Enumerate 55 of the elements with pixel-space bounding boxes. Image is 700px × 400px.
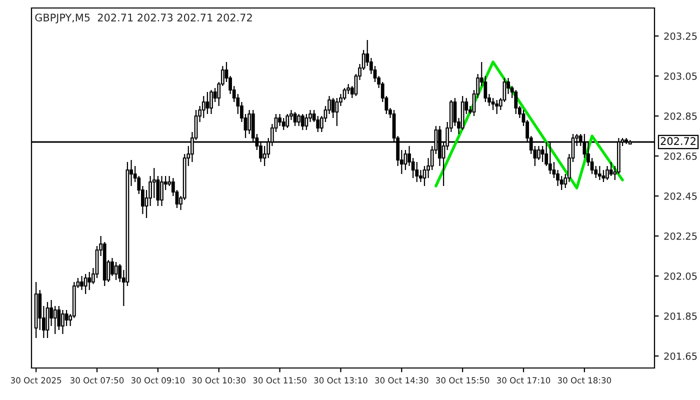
candlestick: [598, 165, 602, 181]
x-tick-label: 30 Oct 18:30: [558, 377, 612, 384]
candlestick: [495, 99, 499, 115]
candlestick: [514, 89, 518, 115]
y-tick-label: 201.65: [664, 352, 697, 360]
candlestick: [61, 309, 64, 335]
x-tick-label: 30 Oct 13:10: [314, 377, 368, 384]
candlestick: [537, 145, 540, 161]
candlestick: [160, 175, 164, 207]
x-tick-label: 30 Oct 2025: [10, 377, 62, 384]
y-tick-label: 202.85: [664, 112, 697, 120]
ref-line-label: 202.72: [660, 137, 696, 146]
y-tick-label: 202.65: [664, 152, 697, 160]
candlestick: [293, 111, 297, 127]
candlestick: [297, 113, 301, 127]
y-tick-label: 202.05: [664, 272, 697, 280]
candlestick: [300, 113, 304, 131]
candlestick: [540, 145, 544, 163]
y-tick-label: 203.05: [664, 72, 697, 80]
x-tick-label: 30 Oct 14:30: [375, 377, 428, 384]
candlestick: [80, 275, 84, 291]
candlestick: [202, 95, 206, 119]
x-tick-label: 30 Oct 07:50: [70, 377, 124, 384]
candlestick: [602, 169, 606, 183]
candlestick: [64, 309, 68, 327]
y-tick-label: 202.45: [664, 192, 697, 200]
candlestick: [210, 89, 213, 115]
candlestick: [248, 109, 252, 135]
line-series: [434, 60, 624, 190]
candlestick: [606, 165, 609, 181]
candlestick: [404, 149, 408, 171]
candlestick: [278, 113, 282, 127]
candlestick: [609, 161, 613, 177]
candlestick: [282, 117, 286, 131]
x-tick-label: 30 Oct 10:30: [192, 377, 246, 384]
candlestick: [84, 273, 88, 295]
y-tick-label: 201.85: [664, 312, 697, 320]
candlestick: [57, 305, 61, 331]
x-tick-label: 30 Oct 15:50: [436, 377, 490, 384]
candlestick: [110, 257, 114, 277]
candlestick: [415, 161, 419, 183]
text: GBPJPY,M5 202.71 202.73 202.71 202.72: [35, 14, 252, 24]
candlestick: [53, 305, 57, 335]
x-tick-label: 30 Oct 09:10: [131, 377, 185, 384]
candlestick: [88, 271, 92, 291]
candlestick: [114, 261, 118, 281]
candlestick: [491, 97, 495, 111]
candlestick: [286, 113, 290, 129]
x-tick-label: 30 Oct 17:10: [496, 377, 550, 384]
y-tick-label: 203.25: [664, 32, 697, 40]
candlestick: [335, 97, 339, 127]
y-tick-label: 202.25: [664, 232, 697, 240]
candlestick: [206, 91, 210, 115]
candlestick: [304, 113, 308, 131]
x-tick-label: 30 Oct 11:50: [253, 377, 306, 384]
